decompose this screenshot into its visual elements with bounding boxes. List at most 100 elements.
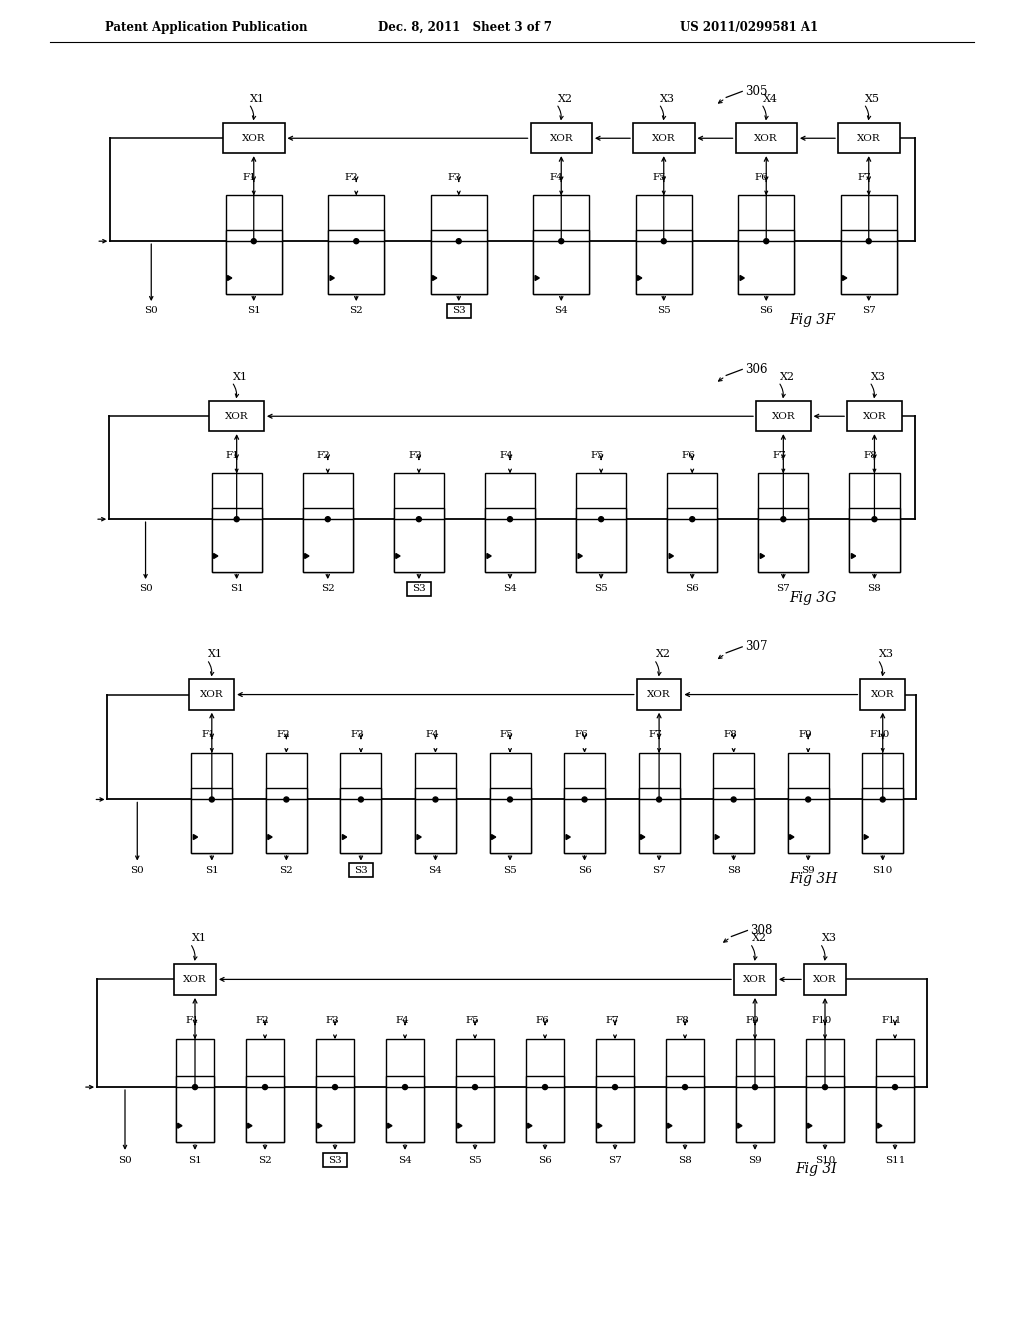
- Polygon shape: [715, 834, 720, 840]
- Polygon shape: [330, 276, 334, 280]
- Circle shape: [333, 1085, 338, 1089]
- Bar: [489, 788, 530, 853]
- Text: S4: S4: [398, 1155, 412, 1164]
- Circle shape: [234, 516, 240, 521]
- Text: S5: S5: [594, 585, 608, 593]
- Text: X1: X1: [233, 372, 248, 381]
- Text: S0: S0: [144, 306, 158, 315]
- Bar: [841, 230, 897, 293]
- Circle shape: [866, 239, 871, 244]
- Text: F8: F8: [724, 730, 737, 739]
- Polygon shape: [638, 276, 642, 280]
- Bar: [485, 519, 536, 572]
- Bar: [759, 508, 808, 572]
- Circle shape: [358, 797, 364, 803]
- Polygon shape: [790, 834, 794, 840]
- Text: F5: F5: [652, 173, 667, 182]
- Circle shape: [457, 239, 461, 244]
- Bar: [315, 1039, 354, 1088]
- Text: F3: F3: [351, 730, 365, 739]
- Circle shape: [656, 797, 662, 803]
- Bar: [485, 508, 536, 572]
- Circle shape: [872, 516, 877, 521]
- Bar: [191, 788, 232, 853]
- Bar: [787, 788, 828, 853]
- Circle shape: [284, 797, 289, 803]
- Bar: [759, 474, 808, 519]
- Text: F10: F10: [869, 730, 890, 739]
- Circle shape: [731, 797, 736, 803]
- Text: S4: S4: [554, 306, 568, 315]
- Bar: [407, 582, 431, 595]
- Text: F5: F5: [590, 451, 604, 459]
- Circle shape: [472, 1085, 477, 1089]
- Polygon shape: [760, 553, 765, 558]
- Bar: [787, 752, 828, 800]
- Text: S3: S3: [328, 1155, 342, 1164]
- Circle shape: [690, 516, 694, 521]
- Text: S8: S8: [727, 866, 740, 875]
- Bar: [577, 474, 626, 519]
- Bar: [636, 230, 692, 293]
- Text: F3: F3: [325, 1016, 339, 1024]
- Polygon shape: [668, 1123, 672, 1129]
- Text: S7: S7: [652, 866, 666, 875]
- Circle shape: [402, 1085, 408, 1089]
- Bar: [564, 752, 605, 800]
- Bar: [666, 1039, 705, 1088]
- Bar: [315, 1088, 354, 1142]
- Bar: [386, 1039, 424, 1088]
- Bar: [223, 123, 285, 153]
- Bar: [841, 195, 897, 242]
- Text: F7: F7: [857, 173, 871, 182]
- Bar: [212, 508, 262, 572]
- Bar: [415, 788, 456, 853]
- Bar: [489, 752, 530, 800]
- Text: X3: X3: [660, 94, 675, 103]
- Bar: [787, 800, 828, 853]
- Text: F3: F3: [447, 173, 461, 182]
- Circle shape: [353, 239, 358, 244]
- Text: X2: X2: [752, 933, 767, 942]
- Text: X2: X2: [780, 372, 795, 381]
- Bar: [738, 242, 795, 293]
- Text: S9: S9: [749, 1155, 762, 1164]
- Polygon shape: [527, 1123, 532, 1129]
- Polygon shape: [487, 553, 492, 558]
- Bar: [394, 474, 444, 519]
- Polygon shape: [851, 553, 856, 558]
- Bar: [838, 123, 899, 153]
- Circle shape: [753, 1085, 758, 1089]
- Text: S10: S10: [872, 866, 893, 875]
- Circle shape: [508, 797, 512, 803]
- Bar: [485, 474, 536, 519]
- Bar: [525, 1076, 564, 1142]
- Text: S3: S3: [452, 306, 466, 315]
- Polygon shape: [227, 276, 231, 280]
- Bar: [849, 508, 899, 572]
- Bar: [191, 752, 232, 800]
- Text: F1: F1: [243, 173, 256, 182]
- Bar: [666, 1088, 705, 1142]
- Bar: [577, 519, 626, 572]
- Bar: [394, 508, 444, 572]
- Text: US 2011/0299581 A1: US 2011/0299581 A1: [680, 21, 818, 33]
- Text: Fig 3F: Fig 3F: [788, 313, 835, 326]
- Circle shape: [806, 797, 811, 803]
- Text: F2: F2: [316, 451, 331, 459]
- Text: XOR: XOR: [755, 133, 778, 143]
- Bar: [530, 123, 592, 153]
- Bar: [266, 752, 307, 800]
- Text: XOR: XOR: [242, 133, 265, 143]
- Text: S10: S10: [815, 1155, 836, 1164]
- Text: S6: S6: [539, 1155, 552, 1164]
- Text: XOR: XOR: [771, 412, 796, 421]
- Bar: [430, 230, 487, 293]
- Circle shape: [781, 516, 785, 521]
- Text: 305: 305: [745, 84, 768, 98]
- Bar: [577, 508, 626, 572]
- Bar: [736, 1076, 774, 1142]
- Text: F6: F6: [536, 1016, 549, 1024]
- Text: S11: S11: [885, 1155, 905, 1164]
- Text: S1: S1: [188, 1155, 202, 1164]
